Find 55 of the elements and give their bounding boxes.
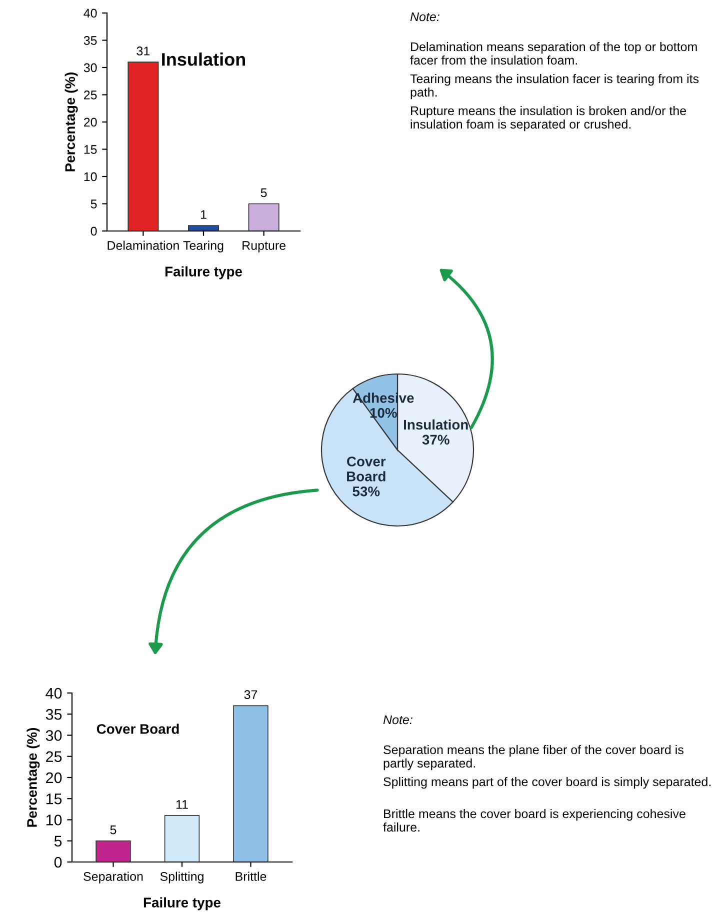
- bar: [164, 815, 200, 862]
- x-tick-label: Delamination: [108, 240, 179, 250]
- y-tick-label: 40: [84, 8, 97, 18]
- y-tick-label: 30: [46, 730, 62, 741]
- y-axis-title: Percentage (%): [64, 72, 78, 172]
- y-tick-label: 25: [84, 90, 97, 100]
- y-tick-label: 15: [46, 794, 62, 804]
- data-label: 5: [260, 188, 267, 198]
- y-tick-label: 5: [90, 200, 97, 208]
- y-axis-title: Percentage (%): [26, 728, 40, 827]
- x-axis-title: Failure type: [144, 897, 221, 910]
- text: Note:: [410, 12, 440, 22]
- text: Separation means the plane fiber of the cover board is partly separated.: [384, 745, 684, 770]
- slice-label: Cover Board: [347, 456, 386, 482]
- bar: [188, 225, 219, 231]
- y-tick-label: 10: [46, 814, 62, 826]
- x-axis-title: Failure type: [165, 266, 242, 280]
- text: Brittle means the cover board is experiencing cohesive failure.: [383, 809, 686, 832]
- x-tick-label: Brittle: [236, 872, 266, 881]
- y-tick-label: 35: [46, 708, 62, 720]
- bar: [233, 705, 268, 862]
- y-tick-label: 10: [84, 172, 97, 182]
- text: Note:: [383, 715, 412, 724]
- bar: [96, 840, 131, 862]
- data-label: 37%: [422, 434, 450, 445]
- data-label: 53%: [352, 486, 380, 496]
- text: Cover Board: [96, 724, 179, 734]
- text: Rupture means the insulation is broken and/or the insulation foam is separated or crushed.: [410, 106, 686, 132]
- y-tick-label: 40: [46, 688, 62, 699]
- y-tick-label: 20: [84, 118, 97, 127]
- data-label: 37: [244, 690, 258, 700]
- bar: [248, 203, 280, 231]
- text: Tearing means the insulation facer is tearing from its path.: [410, 74, 699, 100]
- bar: [128, 62, 159, 231]
- slice-label: Insulation: [404, 419, 468, 430]
- y-tick-label: 35: [84, 36, 97, 45]
- data-label: 31: [136, 46, 150, 56]
- y-tick-label: 25: [46, 751, 62, 762]
- data-label: 5: [110, 826, 116, 834]
- x-tick-label: Tearing: [183, 240, 224, 252]
- y-tick-label: 30: [84, 63, 97, 72]
- x-tick-label: Rupture: [242, 241, 286, 252]
- y-tick-label: 5: [54, 836, 62, 847]
- x-tick-label: Splitting: [160, 872, 204, 884]
- data-label: 1: [200, 210, 206, 219]
- y-tick-label: 0: [54, 856, 62, 868]
- text: Delamination means separation of the top or bottom facer from the insulation foam.: [410, 42, 697, 65]
- text: Splitting means part of the cover board is simply separated.: [384, 777, 710, 789]
- y-tick-label: 15: [84, 145, 97, 154]
- data-label: 11: [176, 800, 188, 809]
- y-tick-label: 0: [90, 226, 97, 236]
- data-label: 10%: [370, 408, 397, 418]
- y-tick-label: 20: [46, 772, 62, 784]
- text: Insulation: [162, 52, 246, 66]
- x-tick-label: Separation: [84, 872, 143, 884]
